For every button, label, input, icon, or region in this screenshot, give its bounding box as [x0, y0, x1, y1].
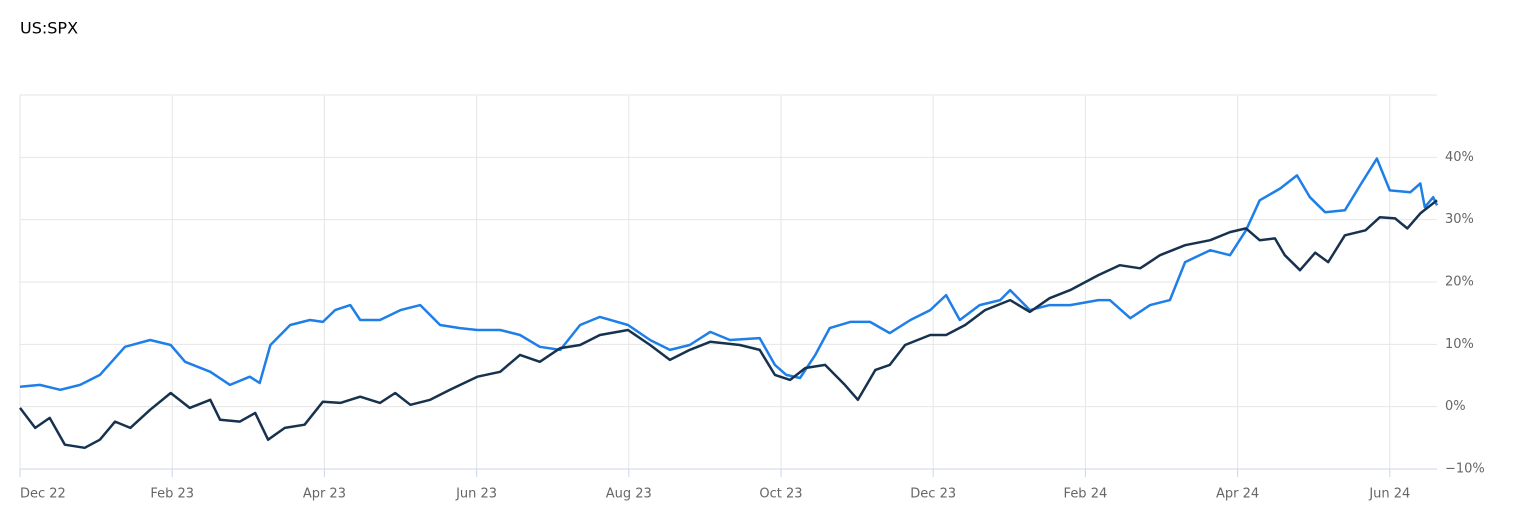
y-tick-label: 10% — [1445, 337, 1474, 352]
series-line — [19, 157, 1439, 392]
x-tick-label: Feb 23 — [150, 487, 194, 502]
x-tick-label: Dec 23 — [910, 487, 956, 502]
y-tick-label: 40% — [1445, 150, 1474, 165]
x-tick-label: Jun 24 — [1368, 487, 1410, 502]
x-tick-label: Jun 23 — [455, 487, 497, 502]
x-tick-label: Oct 23 — [759, 487, 802, 502]
y-tick-label: −10% — [1445, 462, 1485, 477]
x-tick-label: Apr 23 — [303, 487, 346, 502]
y-tick-label: 20% — [1445, 275, 1474, 290]
x-tick-label: Aug 23 — [606, 487, 652, 502]
chart-title: US:SPX — [20, 19, 78, 38]
x-tick-label: Apr 24 — [1216, 487, 1259, 502]
x-tick-label: Feb 24 — [1064, 487, 1108, 502]
y-tick-label: 30% — [1445, 212, 1474, 227]
x-tick-label: Dec 22 — [20, 487, 66, 502]
y-tick-label: 0% — [1445, 399, 1466, 414]
series-line — [19, 199, 1438, 450]
